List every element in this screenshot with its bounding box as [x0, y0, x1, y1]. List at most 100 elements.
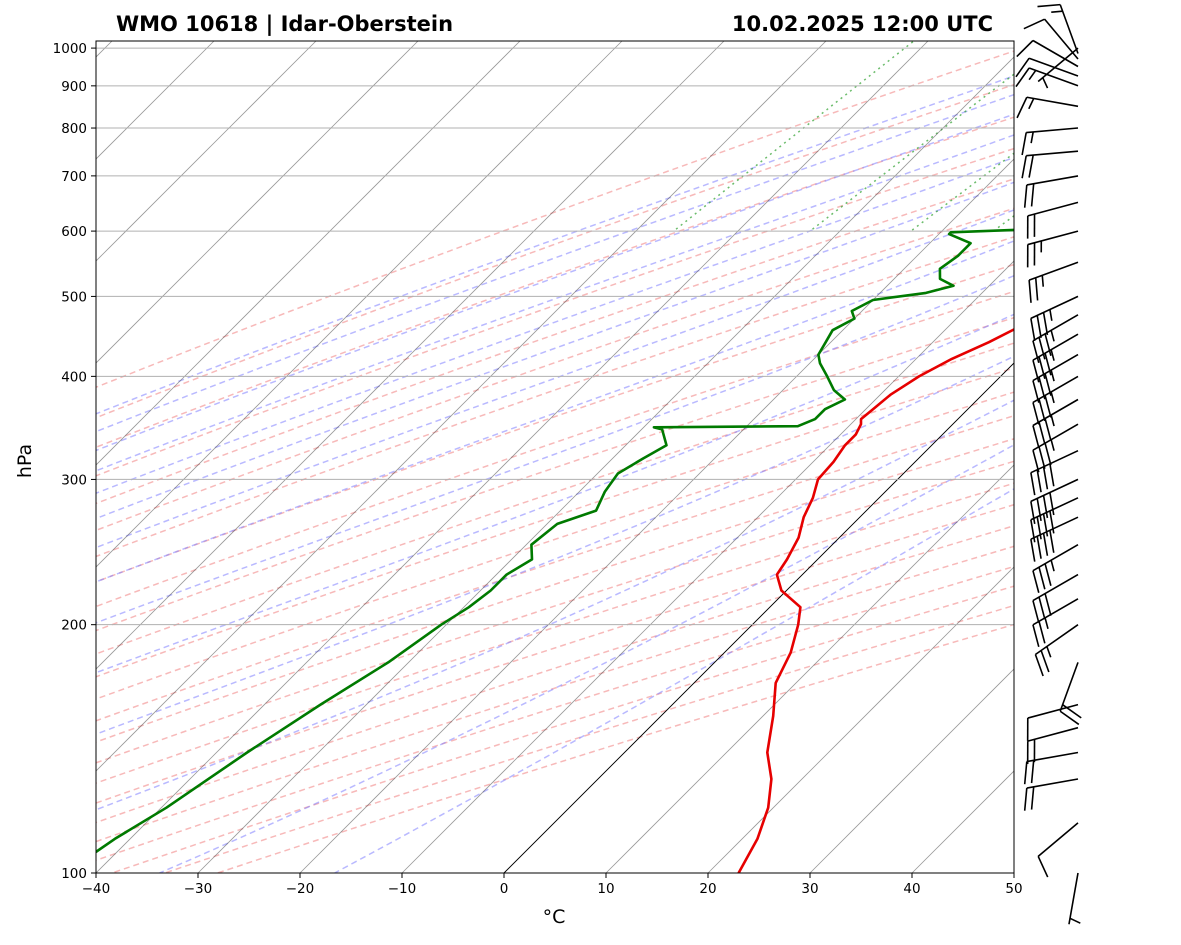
dry-adiabat: [96, 178, 1014, 505]
isotherm: [605, 464, 1014, 873]
dry-adiabat: [96, 525, 1014, 824]
moist-adiabat: [96, 93, 1014, 433]
dry-adiabat: [96, 391, 1014, 700]
barb-flag: [1026, 741, 1029, 764]
barb-staff: [1032, 353, 1079, 382]
moist-adiabat: [96, 156, 1014, 495]
barb-staff: [1026, 175, 1079, 186]
y-tick-label: 800: [61, 121, 87, 137]
barb-flag: [1021, 132, 1027, 156]
barb-flag: [1038, 621, 1046, 644]
barb-half-flag: [1046, 646, 1052, 658]
barb-flag: [1023, 18, 1045, 30]
plot-frame: [95, 40, 1015, 874]
barb-flag: [1042, 533, 1049, 556]
barb-flag: [1030, 786, 1035, 810]
dry-adiabat: [96, 342, 1014, 655]
barb-half-flag: [1050, 559, 1055, 572]
wind-barb: [1037, 3, 1079, 54]
y-tick-label: 200: [61, 618, 87, 634]
barb-half-flag: [1040, 240, 1043, 253]
wind-barb: [1032, 333, 1079, 383]
barb-half-flag: [1028, 98, 1035, 110]
y-tick-label: 500: [61, 289, 87, 305]
mixing-ratio-line: [673, 41, 916, 232]
barb-flag: [1016, 39, 1034, 58]
y-tick-label: 100: [61, 866, 87, 882]
barb-flag: [1026, 718, 1029, 741]
barb-staff: [1059, 662, 1079, 712]
barb-flag: [1016, 96, 1028, 119]
barb-flag: [1044, 563, 1052, 586]
barb-staff: [1032, 573, 1079, 602]
wind-barb: [1015, 57, 1079, 78]
barb-flag: [1023, 787, 1028, 811]
barb-flag: [1037, 3, 1061, 8]
barb-flag: [1034, 654, 1044, 677]
dry-adiabat: [96, 316, 1014, 632]
barb-flag: [1015, 57, 1030, 78]
barb-flag: [1042, 495, 1049, 519]
moist-adiabat: [96, 75, 1014, 415]
barb-staff: [1032, 423, 1079, 451]
isotherm: [0, 41, 10, 873]
dry-adiabat: [96, 367, 1014, 678]
profile-lines: [96, 228, 1014, 873]
moist-adiabat: [96, 313, 1014, 674]
wind-barb: [1032, 598, 1079, 648]
barb-flag: [1040, 650, 1050, 673]
barb-flag: [1038, 446, 1046, 469]
barb-half-flag: [1069, 917, 1081, 924]
moist-adiabat: [96, 274, 1014, 624]
barb-flag: [1044, 418, 1052, 441]
dry-adiabat: [96, 116, 1014, 449]
barb-staff: [1030, 478, 1079, 503]
wind-barb: [1034, 624, 1079, 677]
barb-flag: [1034, 277, 1039, 301]
y-tick-label: 900: [61, 79, 87, 95]
barb-staff: [1043, 18, 1079, 60]
barb-half-flag: [1042, 77, 1049, 89]
moist-adiabat: [334, 488, 1014, 873]
barb-half-flag: [1050, 439, 1055, 451]
wind-barb: [1032, 423, 1079, 473]
isotherm: [197, 56, 1014, 873]
barb-half-flag: [1051, 10, 1063, 13]
barb-flag: [1038, 566, 1046, 590]
barb-flag: [1033, 214, 1036, 237]
barb-flag: [1044, 442, 1052, 466]
wind-barb: [1032, 353, 1079, 403]
moist-adiabat: [96, 134, 1014, 472]
dry-adiabat: [96, 83, 1014, 419]
zero-isotherm: [503, 362, 1014, 873]
wind-barb: [1026, 726, 1079, 764]
wind-barb: [1037, 822, 1079, 878]
barb-staff: [1026, 150, 1079, 157]
moist-adiabat: [96, 399, 1014, 811]
isotherm: [96, 41, 827, 772]
barb-flag: [1038, 596, 1046, 620]
barb-staff: [1030, 449, 1079, 474]
wind-barb: [1015, 67, 1079, 88]
isotherm: [503, 362, 1014, 873]
barb-half-flag: [1028, 69, 1037, 81]
dry-adiabat: [96, 147, 1014, 477]
wind-barb: [1021, 127, 1079, 156]
barb-half-flag: [1030, 131, 1034, 144]
barb-staff: [1059, 4, 1079, 54]
barb-flag: [1049, 492, 1055, 516]
barb-flag: [1044, 395, 1052, 418]
barb-flag: [1033, 242, 1036, 266]
barb-flag: [1032, 402, 1040, 425]
dry-adiabat: [96, 50, 1014, 389]
barb-flag: [1021, 155, 1027, 179]
mixing-ratio-line: [992, 214, 1014, 232]
barb-staff: [1034, 624, 1079, 656]
barb-flag: [1030, 318, 1036, 341]
barb-staff: [1026, 127, 1079, 134]
wind-barb: [1023, 751, 1079, 785]
barb-flag: [1028, 154, 1034, 178]
barb-staff: [1028, 57, 1079, 77]
barb-flag: [1030, 501, 1036, 524]
barb-staff: [1030, 497, 1079, 521]
